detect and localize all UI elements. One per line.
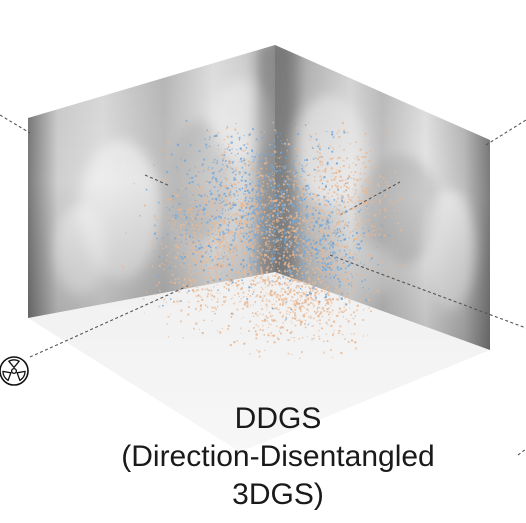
caption-line-2: (Direction-Disentangled [121,440,435,473]
method-caption: DDGS (Direction-Disentangled 3DGS) [100,400,456,514]
caption-line-1: DDGS [234,402,322,435]
ray-upper-left [0,114,31,134]
left-projection-wall [28,45,275,318]
radiation-icon [0,356,29,386]
caption-line-3: 3DGS) [232,478,324,511]
floor-plane [28,272,490,452]
right-projection-wall [275,45,490,350]
ray-bottom-right [517,448,526,456]
ray-lower-right [329,254,526,329]
ray-upper-left-inner [144,174,171,187]
ray-source [29,284,191,358]
gaussian-point-cloud [121,120,406,359]
ray-upper-right [485,119,526,146]
